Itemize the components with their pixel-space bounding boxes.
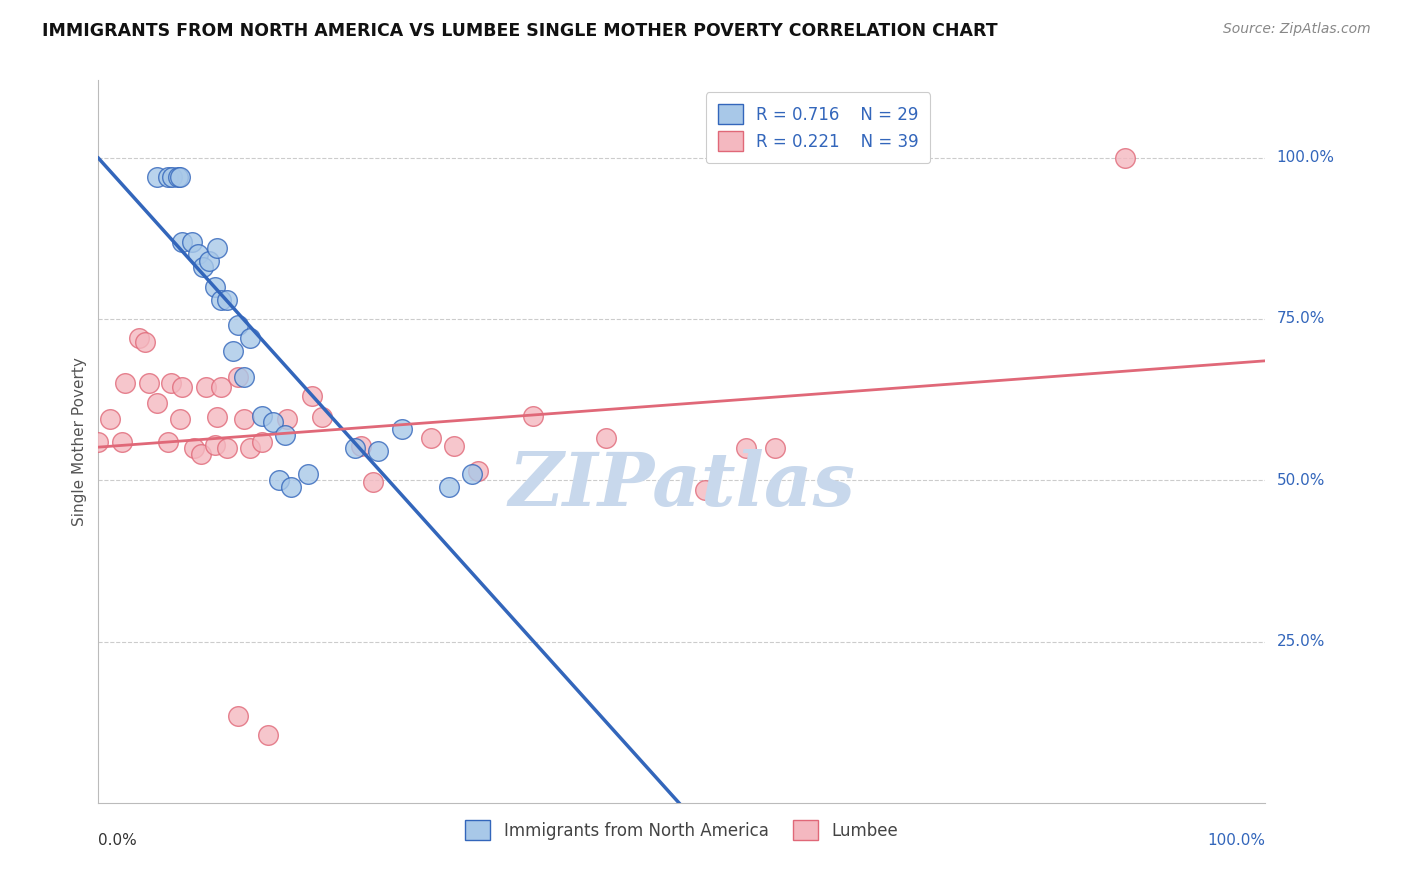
Point [187, 247, 209, 261]
Point [204, 279, 226, 293]
Point [361, 475, 384, 489]
Point [160, 169, 183, 184]
Point [420, 431, 443, 445]
Point [169, 169, 191, 184]
Point [233, 412, 256, 426]
Point [735, 441, 758, 455]
Point [344, 441, 367, 455]
Point [172, 380, 194, 394]
Point [276, 412, 298, 426]
Point [256, 728, 278, 742]
Point [128, 331, 150, 345]
Text: 50.0%: 50.0% [1277, 473, 1324, 488]
Point [250, 409, 273, 423]
Point [595, 431, 617, 445]
Point [443, 439, 465, 453]
Point [461, 467, 484, 481]
Point [239, 441, 262, 455]
Point [215, 441, 238, 455]
Text: 25.0%: 25.0% [1277, 634, 1324, 649]
Point [1114, 151, 1136, 165]
Point [193, 260, 215, 275]
Point [311, 410, 333, 425]
Text: 100.0%: 100.0% [1208, 833, 1265, 848]
Text: 100.0%: 100.0% [1277, 150, 1334, 165]
Point [204, 438, 226, 452]
Text: 0.0%: 0.0% [98, 833, 138, 848]
Point [467, 464, 489, 478]
Point [87, 434, 110, 449]
Point [763, 441, 786, 455]
Point [146, 169, 169, 184]
Point [194, 380, 217, 394]
Point [280, 480, 302, 494]
Point [166, 169, 188, 184]
Text: Source: ZipAtlas.com: Source: ZipAtlas.com [1223, 22, 1371, 37]
Point [367, 444, 389, 458]
Point [233, 370, 256, 384]
Point [221, 344, 243, 359]
Point [207, 241, 229, 255]
Point [274, 428, 297, 442]
Point [391, 422, 413, 436]
Point [209, 293, 232, 307]
Legend: Immigrants from North America, Lumbee: Immigrants from North America, Lumbee [457, 812, 907, 848]
Point [183, 441, 205, 455]
Text: ZIPatlas: ZIPatlas [509, 449, 855, 521]
Point [198, 254, 221, 268]
Point [134, 334, 156, 349]
Y-axis label: Single Mother Poverty: Single Mother Poverty [72, 357, 87, 526]
Point [111, 434, 134, 449]
Point [301, 389, 323, 403]
Point [228, 370, 250, 384]
Point [157, 169, 180, 184]
Text: 75.0%: 75.0% [1277, 311, 1324, 326]
Point [250, 434, 273, 449]
Point [157, 434, 180, 449]
Point [169, 412, 191, 426]
Point [215, 293, 238, 307]
Point [350, 439, 373, 453]
Point [146, 396, 169, 410]
Point [98, 412, 121, 426]
Point [138, 376, 160, 391]
Point [228, 708, 250, 723]
Point [114, 376, 136, 391]
Point [190, 447, 212, 461]
Point [262, 415, 284, 429]
Point [437, 480, 460, 494]
Point [172, 235, 194, 249]
Point [695, 483, 717, 497]
Point [297, 467, 319, 481]
Point [159, 376, 181, 391]
Point [269, 473, 291, 487]
Point [228, 318, 250, 333]
Point [209, 380, 232, 394]
Point [239, 331, 262, 345]
Point [522, 409, 544, 423]
Point [180, 235, 202, 249]
Point [207, 410, 229, 425]
Text: IMMIGRANTS FROM NORTH AMERICA VS LUMBEE SINGLE MOTHER POVERTY CORRELATION CHART: IMMIGRANTS FROM NORTH AMERICA VS LUMBEE … [42, 22, 998, 40]
